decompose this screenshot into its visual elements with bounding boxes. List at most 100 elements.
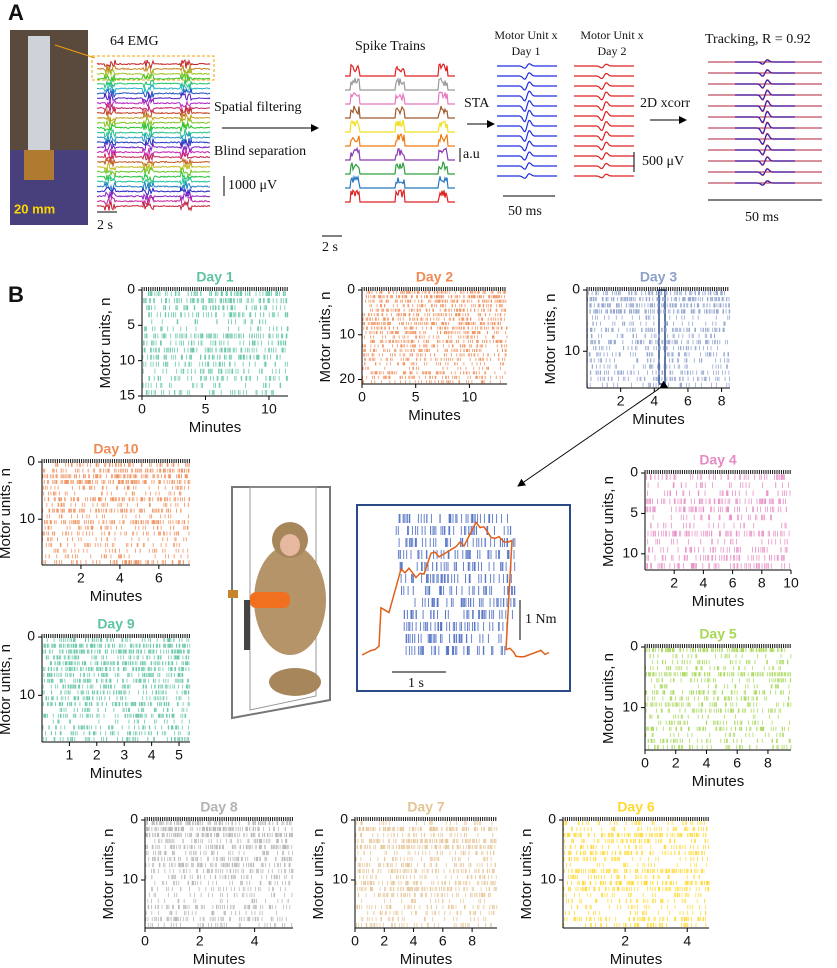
waveform bbox=[497, 129, 557, 143]
raster-row bbox=[358, 826, 498, 832]
spike-title: Spike Trains bbox=[355, 39, 425, 54]
raster-row bbox=[143, 340, 287, 346]
x-tick-label: 4 bbox=[683, 933, 691, 949]
x-tick-label: 10 bbox=[462, 389, 478, 405]
raster-row bbox=[651, 660, 789, 665]
raster-row bbox=[146, 305, 286, 311]
y-tick-label: 10 bbox=[19, 510, 35, 526]
raster-row bbox=[41, 462, 190, 467]
raster-row bbox=[41, 667, 190, 672]
x-tick-label: 2 bbox=[77, 570, 85, 586]
raster-row bbox=[646, 563, 790, 569]
chart-title: Day 7 bbox=[407, 799, 445, 815]
manipulandum bbox=[250, 592, 290, 608]
raster-row bbox=[148, 892, 293, 898]
raster-row bbox=[587, 382, 730, 388]
x-tick-label: 10 bbox=[783, 575, 799, 591]
raster-row bbox=[564, 916, 706, 922]
raster-row bbox=[589, 303, 730, 308]
raster-row bbox=[362, 322, 501, 326]
raster-row bbox=[369, 304, 504, 308]
emg-trace bbox=[96, 151, 211, 162]
step-text: Blind separation bbox=[214, 144, 306, 159]
x-tick-label: 10 bbox=[261, 401, 277, 417]
y-axis-label: Motor units, n bbox=[0, 468, 14, 559]
raster-row bbox=[359, 874, 497, 880]
event-bar bbox=[141, 287, 288, 291]
y-axis-label: Motor units, n bbox=[600, 653, 617, 744]
waveform bbox=[574, 101, 634, 111]
raster-row bbox=[41, 474, 189, 479]
raster-row bbox=[49, 661, 190, 666]
spike-train bbox=[345, 119, 455, 133]
raster-row bbox=[42, 649, 190, 654]
electrode bbox=[28, 36, 50, 156]
raster-chart: Day 4 Minutes Motor units, n 2 4 6 8 10 0 5 10 bbox=[600, 452, 799, 610]
x-tick-label: 2 bbox=[670, 575, 678, 591]
raster-row bbox=[147, 904, 291, 910]
raster-row bbox=[645, 666, 781, 671]
emg-trace bbox=[97, 171, 211, 182]
raster-row bbox=[646, 555, 785, 561]
raster-row bbox=[146, 826, 293, 832]
monkey-face bbox=[280, 534, 300, 556]
sta-title: Day 2 bbox=[598, 44, 627, 58]
x-axis-label: Minutes bbox=[632, 411, 685, 428]
raster-chart: Day 5 Minutes Motor units, n 0 2 4 6 8 0 10 bbox=[600, 626, 792, 790]
raster-row bbox=[44, 520, 189, 525]
x-tick-label: 4 bbox=[116, 570, 124, 586]
event-bar bbox=[562, 817, 709, 821]
spike-train bbox=[345, 146, 455, 161]
y-axis-label: Motor units, n bbox=[317, 292, 334, 383]
raster-row bbox=[148, 312, 289, 318]
raster-row bbox=[144, 326, 289, 332]
raster-row bbox=[647, 696, 790, 701]
x-tick-label: 5 bbox=[202, 401, 210, 417]
spike-train bbox=[345, 174, 455, 189]
x-tick-label: 8 bbox=[468, 933, 476, 949]
raster-row bbox=[43, 468, 190, 473]
step-text: Spatial filtering bbox=[214, 100, 301, 115]
waveform bbox=[574, 152, 634, 160]
y-axis-label: Motor units, n bbox=[97, 298, 114, 389]
raster-row bbox=[142, 354, 281, 360]
raster-row bbox=[354, 838, 497, 844]
x-tick-label: 4 bbox=[700, 575, 708, 591]
inset-spikes bbox=[397, 550, 515, 559]
inset-spikes bbox=[399, 562, 516, 571]
emg-trace bbox=[96, 73, 211, 83]
raster-row bbox=[145, 844, 293, 850]
x-axis-label: Minutes bbox=[610, 951, 663, 968]
waveform bbox=[497, 162, 557, 170]
raster-row bbox=[563, 826, 708, 832]
waveform bbox=[574, 162, 634, 170]
raster-row bbox=[645, 732, 784, 737]
raster-row bbox=[146, 850, 293, 856]
connector bbox=[24, 150, 54, 180]
emg-trace bbox=[96, 156, 211, 167]
inset-spikes bbox=[414, 598, 516, 607]
x-tick-label: 0 bbox=[358, 389, 366, 405]
waveform bbox=[735, 145, 795, 155]
raster-row bbox=[145, 390, 274, 395]
raster-row bbox=[154, 880, 291, 886]
panel-a: A 20 mm 64 EMG 2 s 1000 μV Spatial filte… bbox=[8, 0, 822, 255]
raster-row bbox=[41, 643, 191, 648]
raster-row bbox=[357, 892, 491, 898]
raster-row bbox=[587, 297, 730, 302]
event-bar bbox=[41, 459, 190, 463]
chart-title: Day 8 bbox=[200, 799, 238, 815]
raster-chart: Day 1 Minutes Motor units, n 0 5 10 0 5 10 15 bbox=[97, 269, 289, 436]
inset-spikes bbox=[401, 586, 516, 595]
raster-row bbox=[357, 886, 497, 892]
raster-row bbox=[45, 554, 189, 559]
raster-row bbox=[42, 531, 190, 536]
raster-row bbox=[147, 898, 289, 904]
raster-row bbox=[370, 371, 506, 375]
raster-row bbox=[658, 720, 790, 725]
chart-title: Day 5 bbox=[699, 626, 737, 642]
raster-row bbox=[142, 368, 286, 374]
waveform bbox=[735, 122, 795, 134]
raster-row bbox=[586, 321, 726, 326]
x-tick-label: 6 bbox=[733, 755, 741, 771]
